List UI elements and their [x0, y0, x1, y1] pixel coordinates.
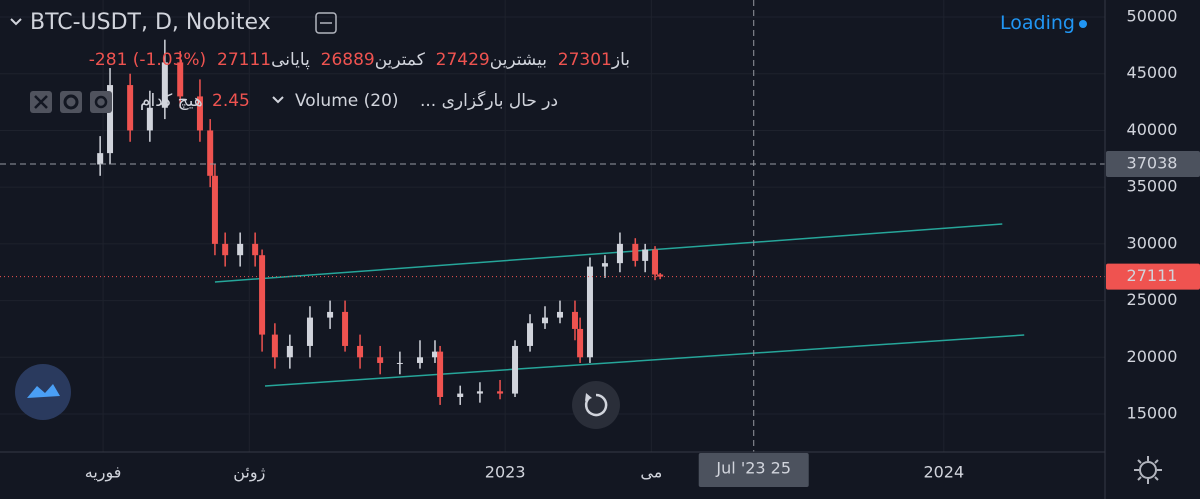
candle-body: [211, 175, 218, 244]
y-tick-label: 40000: [1127, 120, 1178, 139]
candle-body: [497, 391, 504, 394]
x-tick-label: ژوئن: [233, 463, 265, 483]
open-value: 27301: [557, 50, 612, 70]
candle-body: [357, 345, 364, 358]
candle-body: [571, 311, 578, 329]
trend-line: [214, 223, 1003, 283]
candle-body: [196, 96, 203, 131]
y-tick-label: 25000: [1127, 290, 1178, 309]
gear-teeth[interactable]: [1134, 456, 1162, 484]
candle-body: [207, 130, 214, 176]
collapse-button[interactable]: [315, 12, 337, 34]
loading-dot: [1079, 20, 1087, 28]
logo-icon: [27, 384, 60, 398]
reset-button[interactable]: [572, 381, 620, 429]
crosshair-x-label: Jul '23 25: [715, 459, 791, 478]
low-value: 26889: [320, 50, 375, 70]
candle-body: [512, 345, 519, 394]
candle-body: [476, 391, 483, 394]
close-label: پایانی: [271, 50, 310, 70]
gear[interactable]: [1139, 461, 1157, 479]
x-tick-label: می: [640, 463, 662, 482]
candle-body: [527, 323, 534, 346]
y-tick-label: 50000: [1127, 7, 1178, 26]
settings-button[interactable]: [60, 91, 82, 113]
candle-body: [327, 311, 334, 318]
y-tick-label: 35000: [1127, 177, 1178, 196]
crosshair-x-box: [698, 453, 809, 487]
candle-body: [586, 266, 593, 358]
crosshair-y-label: 37038: [1127, 154, 1178, 173]
candle-body: [577, 328, 584, 358]
reset-circle[interactable]: [572, 381, 620, 429]
candle-body: [97, 153, 104, 165]
candle-body: [642, 249, 649, 261]
x-tick-label: 2023: [485, 463, 526, 482]
y-tick-label: 45000: [1127, 63, 1178, 82]
reset-arrow: [584, 393, 608, 417]
indicator-name[interactable]: Volume (20): [295, 91, 399, 111]
settings-icon[interactable]: [1134, 456, 1162, 484]
indicator-value: 2.45: [212, 91, 250, 111]
candle-body: [107, 85, 114, 154]
candle-body: [177, 62, 184, 97]
candle-body: [286, 345, 293, 358]
title-chevron[interactable]: [10, 18, 22, 26]
candle-body: [222, 243, 229, 256]
candle-body: [396, 362, 403, 364]
low-label: کمترین: [374, 50, 425, 70]
pane-buttons: [10, 12, 1087, 113]
candle-body: [601, 263, 608, 267]
candle-body: [127, 85, 134, 131]
y-tick-label: 20000: [1127, 347, 1178, 366]
hide-button[interactable]: [90, 91, 112, 113]
x-tick-label: فوریه: [85, 463, 122, 483]
last-price-label: 27111: [1127, 266, 1178, 285]
change-value: -281 (-1.03%): [88, 50, 207, 70]
loading-status: Loading: [1000, 12, 1075, 34]
y-tick-label: 30000: [1127, 233, 1178, 252]
eye-icon: [94, 95, 108, 109]
candle-body: [542, 317, 549, 324]
reset-arrow-head: [585, 393, 592, 401]
chart-title[interactable]: BTC-USDT, D, Nobitex: [30, 10, 271, 35]
indicator-chevron[interactable]: [272, 96, 284, 104]
close-icon: [34, 95, 48, 109]
candle-body: [632, 243, 639, 261]
settings-icon-small: [63, 94, 79, 110]
ohlc-legend: باز27301 بیشترین27429 کمترین26889 پایانی…: [89, 50, 630, 70]
candle-body: [146, 107, 153, 131]
candle-body: [616, 243, 623, 264]
candle-body: [652, 249, 659, 275]
candle-body: [377, 357, 384, 363]
candle-body: [657, 274, 664, 277]
price-axis-bg: [1105, 0, 1200, 499]
candle-body: [457, 393, 464, 397]
candle-body: [342, 311, 349, 346]
candle-body: [437, 351, 444, 397]
candle-body: [556, 311, 563, 318]
crosshair-y-box: [1106, 151, 1200, 178]
candle-body: [252, 243, 259, 256]
trend-line: [264, 334, 1025, 387]
indicator-mode: هیچ کدام: [140, 91, 203, 111]
candle-body: [161, 62, 168, 108]
close-value: 27111: [217, 50, 272, 70]
high-value: 27429: [435, 50, 490, 70]
candle-body: [416, 357, 423, 363]
indicator-loading: در حال بارگزاری ...: [420, 91, 559, 111]
candle-body: [431, 351, 438, 358]
last-price-box: [1106, 263, 1200, 290]
x-tick-label: 2024: [923, 463, 964, 482]
candle-body: [271, 334, 278, 358]
open-label: باز: [611, 50, 630, 70]
candle-body: [259, 255, 266, 335]
y-tick-label: 15000: [1127, 404, 1178, 423]
candle-body: [237, 243, 244, 256]
candle-body: [306, 317, 313, 346]
high-label: بیشترین: [489, 50, 547, 70]
logo-button[interactable]: [15, 364, 71, 420]
